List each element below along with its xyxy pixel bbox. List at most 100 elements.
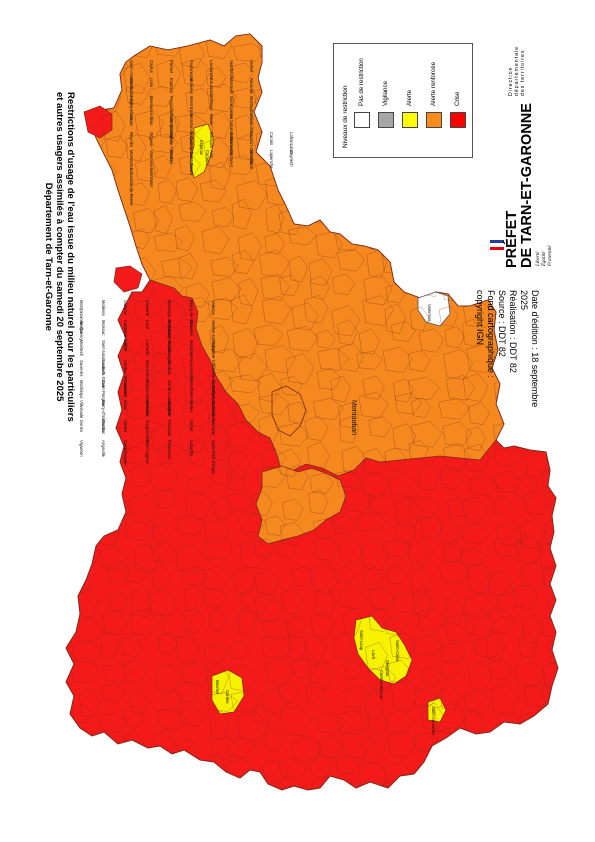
devise-block: Liberté Égalité Fraternité <box>536 245 554 266</box>
credits-block: Date d'édition : 18 septembre 2025 Réali… <box>474 290 540 407</box>
commune-label-orange-20: Montauban <box>249 96 254 118</box>
commune-label-red-37: Lizac <box>123 400 128 410</box>
city-label-montauban: Montauban <box>350 400 357 435</box>
commune-label-yellow-9: Castéra-Bouzet <box>379 670 384 700</box>
commune-label-orange-44: Lapenche <box>269 150 274 169</box>
commune-label-orange-47: Belmontet <box>149 168 154 188</box>
source: Source : DDT 82 <box>497 290 507 357</box>
edition-date: Date d'édition : 18 septembre <box>530 290 540 408</box>
legend-label-4: Crise <box>454 91 461 106</box>
commune-label-red-21: Savenès <box>79 360 84 376</box>
commune-label-yellow-3: Sérignac <box>385 660 390 677</box>
zone-crise-northwest-2 <box>113 265 143 293</box>
commune-label-yellow-2: Lavit <box>371 650 376 660</box>
commune-label-orange-2: Parisot <box>169 60 174 74</box>
commune-label-orange-26: La Salvetat-Belmontet <box>229 114 234 156</box>
commune-label-orange-34: Lacourt-Saint-Pierre <box>249 132 254 170</box>
commune-label-red-24: Mas-Grenier <box>145 360 150 384</box>
legend-swatch-0 <box>354 112 370 128</box>
commune-label-orange-4: Lavaurette <box>209 60 214 80</box>
commune-label-orange-11: Caussade <box>209 78 214 98</box>
zone-pas-de-restriction <box>417 291 451 327</box>
commune-label-red-46: Faudoas <box>167 420 172 436</box>
commune-label-orange-29: Orgueil <box>149 132 154 146</box>
commune-label-orange-10: Molières <box>189 78 194 94</box>
commune-label-orange-21: Léojac <box>129 114 134 126</box>
commune-label-orange-5: Septfonds <box>229 60 234 79</box>
commune-label-red-31: Cazes-Mondenard <box>145 380 150 415</box>
commune-label-red-19: Escatalens <box>189 340 194 360</box>
commune-label-orange-24: Monclar-de-Quercy <box>189 114 194 151</box>
commune-label-orange-9: Espinas <box>169 78 174 93</box>
commune-label-orange-13: Réalville <box>249 78 254 94</box>
zone-alerte-west <box>211 669 245 715</box>
commune-label-red-45: Garganvillar <box>145 420 150 443</box>
commune-label-red-17: Larrazet <box>145 340 150 356</box>
commune-label-orange-40: Saint-Vincent <box>189 150 194 176</box>
commune-label-orange-46: Labastide-de-Penne <box>129 168 134 206</box>
commune-label-red-16: Lafitte <box>123 340 128 352</box>
prefet-line-1: PRÉFET <box>504 210 520 268</box>
legend-label-1: Vigilance <box>382 81 389 106</box>
commune-label-orange-36: Lafrançaise <box>289 132 294 154</box>
commune-label-yellow-4: Saint-Cirice <box>395 640 400 662</box>
commune-label-red-23: Cordes-Tolosannes <box>123 360 128 396</box>
commune-label-orange-7: Ginals <box>129 78 134 90</box>
commune-label-orange-43: Mouillac <box>249 150 254 165</box>
commune-label-orange-15: Bruniquel <box>149 96 154 114</box>
commune-label-orange-12: Monteils <box>229 78 234 94</box>
commune-label-red-27: Labastide-du-Temple <box>211 360 216 400</box>
commune-label-orange-30: Nohic <box>169 132 174 143</box>
map-title-line-3: Département de Tarn-et-Garonne <box>43 182 54 331</box>
edition-date-year: 2025 <box>519 290 529 311</box>
commune-label-orange-6: Verfeil <box>249 60 254 72</box>
commune-label-red-43: Donzac <box>101 420 106 434</box>
commune-label-red-4: Montaigu-de-Quercy <box>167 300 172 339</box>
commune-label-red-41: Goudourville <box>211 400 216 424</box>
commune-label-orange-3: Puylaroque <box>189 60 194 82</box>
commune-label-yellow-6: Cordes <box>225 690 230 704</box>
commune-label-red-11: Beaumont-de-Lomagne <box>167 320 172 365</box>
legend: Niveaux de restriction Pas de restrictio… <box>333 43 473 158</box>
prefet-title-block: PRÉFET DE TARN-ET-GARONNE <box>504 103 535 268</box>
commune-label-red-48: Larrazet <box>211 420 216 436</box>
marianne-logo-icon <box>490 240 504 250</box>
prefet-logo <box>486 232 516 272</box>
commune-label-orange-17: Montricoux <box>189 96 194 117</box>
commune-label-red-12: Grisolles <box>189 320 194 336</box>
legend-label-2: Alerte <box>406 89 413 106</box>
legend-swatch-4 <box>450 112 466 128</box>
commune-label-orange-23: Saint-Etienne-de-Tulmont <box>169 114 174 162</box>
commune-label-orange-38: Varennes <box>149 150 154 168</box>
direction-line-3: des territoires <box>520 49 527 96</box>
realisation: Réalisation : DDT 82 <box>508 290 518 373</box>
commune-label-red-36: Barry-d'Islemade <box>101 400 106 432</box>
commune-label-orange-31: Labastide-Saint-Pierre <box>189 132 194 174</box>
prefet-line-2: DE TARN-ET-GARONNE <box>519 103 535 268</box>
direction-block: Direction départementale des territoires <box>508 46 527 96</box>
commune-label-orange-41: Auty <box>209 150 214 159</box>
commune-label-red-1: Molières <box>101 300 106 316</box>
commune-label-yellow-0: Espinas <box>199 140 204 155</box>
commune-label-red-49: Vigueron <box>79 440 84 457</box>
commune-label-red-47: Gimat <box>189 420 194 432</box>
commune-label-red-54: Labarthe <box>189 440 194 457</box>
commune-label-red-26: Aucamville <box>189 360 194 381</box>
fond-copyright: copyright IGN <box>475 290 485 346</box>
commune-label-orange-18: Vaïssac <box>209 96 214 111</box>
commune-label-orange-28: Reyniès <box>129 132 134 147</box>
commune-label-red-30: Caumont <box>123 380 128 398</box>
commune-label-red-7: Auvillar <box>79 320 84 334</box>
zone-alerte-espinas <box>189 123 215 179</box>
zone-crise-northwest-1 <box>83 105 113 139</box>
legend-swatch-3 <box>426 112 442 128</box>
commune-label-red-2: Vazerac <box>123 300 128 315</box>
commune-label-red-34: Lamothe-Capdeville <box>211 380 216 418</box>
commune-label-orange-14: Nègrepelisse <box>129 96 134 121</box>
commune-label-orange-32: Bressols <box>209 132 214 148</box>
commune-label-orange-27: Villebrumier <box>249 114 254 137</box>
legend-title: Niveaux de restriction <box>342 85 349 149</box>
devise-fraternite: Fraternité <box>548 245 553 266</box>
